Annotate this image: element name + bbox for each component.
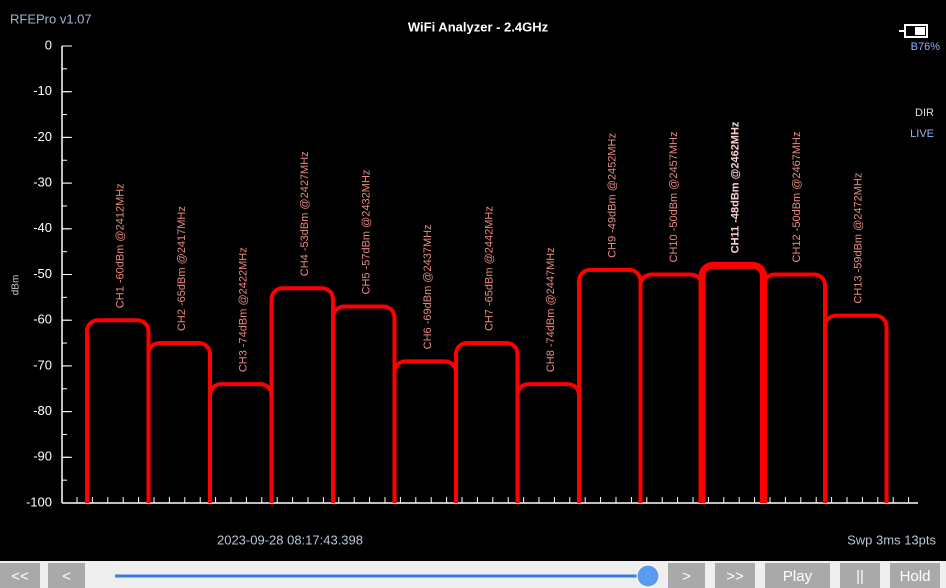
timestamp: 2023-09-28 08:17:43.398 <box>217 532 363 547</box>
channel-label: CH1 -60dBm @2412MHz <box>115 183 127 308</box>
slider-knob[interactable] <box>636 564 660 588</box>
channel <box>577 267 643 503</box>
channel <box>698 261 767 503</box>
channel <box>331 304 397 503</box>
y-tick-label: -50 <box>33 266 52 281</box>
channel <box>269 286 335 503</box>
channel-label: CH8 -74dBm @2447MHz <box>545 247 557 372</box>
channel-label: CH5 -57dBm @2432MHz <box>361 170 373 295</box>
control-button[interactable]: << <box>0 563 40 588</box>
button-face <box>668 563 705 588</box>
button-face <box>0 563 40 588</box>
button-label: >> <box>726 568 744 585</box>
channel-label: CH7 -65dBm @2442MHz <box>484 206 496 331</box>
button-label: < <box>62 568 71 585</box>
button-face <box>765 563 830 588</box>
y-tick-label: -80 <box>33 403 52 418</box>
control-button[interactable]: Play <box>765 563 830 588</box>
y-tick-label: -100 <box>26 494 52 509</box>
control-button[interactable]: >> <box>715 563 755 588</box>
control-button[interactable]: < <box>48 563 85 588</box>
channel <box>761 272 827 503</box>
app-name: RFEPro v1.07 <box>10 11 92 26</box>
y-tick-label: -70 <box>33 357 52 372</box>
control-button[interactable]: || <box>840 563 880 588</box>
y-axis-label: dBm <box>11 275 22 296</box>
button-label: || <box>856 568 864 585</box>
status: LIVE <box>910 128 934 140</box>
channel <box>823 313 889 503</box>
channel <box>85 318 151 503</box>
button-face <box>48 563 85 588</box>
y-tick-label: -90 <box>33 449 52 464</box>
mode: DIR <box>915 107 934 119</box>
channel <box>454 341 520 503</box>
y-tick-label: 0 <box>45 37 52 52</box>
button-label: Hold <box>900 568 931 585</box>
y-tick-label: -40 <box>33 220 52 235</box>
y-tick-label: -30 <box>33 175 52 190</box>
channel <box>146 341 212 503</box>
channel-label: CH3 -74dBm @2422MHz <box>238 247 250 372</box>
control-button[interactable]: Hold <box>890 563 940 588</box>
control-button[interactable]: > <box>668 563 705 588</box>
chart-title: WiFi Analyzer - 2.4GHz <box>408 19 549 34</box>
channel-label: CH12 -50dBm @2467MHz <box>791 132 803 263</box>
y-tick-label: -60 <box>33 312 52 327</box>
y-tick-label: -10 <box>33 83 52 98</box>
channel-label: CH2 -65dBm @2417MHz <box>176 206 188 331</box>
battery-icon <box>899 24 928 38</box>
button-label: Play <box>783 568 813 585</box>
channel-label: CH6 -69dBm @2437MHz <box>422 224 434 349</box>
channel-label: CH9 -49dBm @2452MHz <box>607 133 619 258</box>
channel-label: CH13 -59dBm @2472MHz <box>853 173 865 304</box>
button-label: << <box>11 568 29 585</box>
button-label: > <box>682 568 691 585</box>
button-face <box>890 563 940 588</box>
button-face <box>715 563 755 588</box>
sweep-info: Swp 3ms 13pts <box>847 532 936 547</box>
channel-label: CH10 -50dBm @2457MHz <box>668 132 680 263</box>
button-face <box>840 563 880 588</box>
battery-level: B76% <box>911 41 941 53</box>
channel-label: CH4 -53dBm @2427MHz <box>299 151 311 276</box>
channel-label: CH11 -48dBm @2462MHz <box>730 121 742 253</box>
y-tick-label: -20 <box>33 129 52 144</box>
